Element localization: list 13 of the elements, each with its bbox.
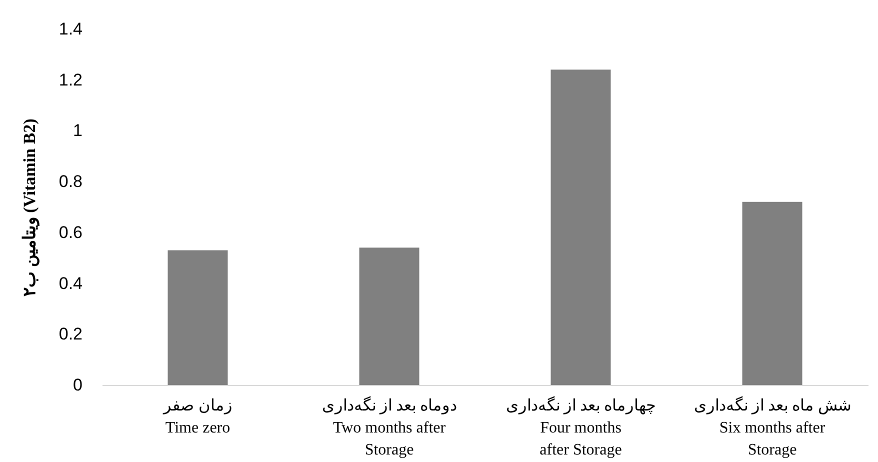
bar xyxy=(359,248,420,385)
y-tick-label: 0.2 xyxy=(58,324,82,344)
y-tick-label: 1.2 xyxy=(58,70,82,90)
bar xyxy=(742,202,802,385)
y-tick-label: 1.4 xyxy=(58,20,82,38)
y-tick-label: 0.6 xyxy=(58,222,82,242)
y-tick-label: 1 xyxy=(73,121,82,140)
y-tick-label: 0 xyxy=(73,376,82,394)
bar xyxy=(168,250,228,385)
y-axis-title: ویتامین ب۲ (Vitamin B2) xyxy=(20,118,40,296)
bar xyxy=(550,70,611,385)
y-tick-label: 0.4 xyxy=(58,274,82,293)
y-tick-label: 0.8 xyxy=(58,172,82,192)
